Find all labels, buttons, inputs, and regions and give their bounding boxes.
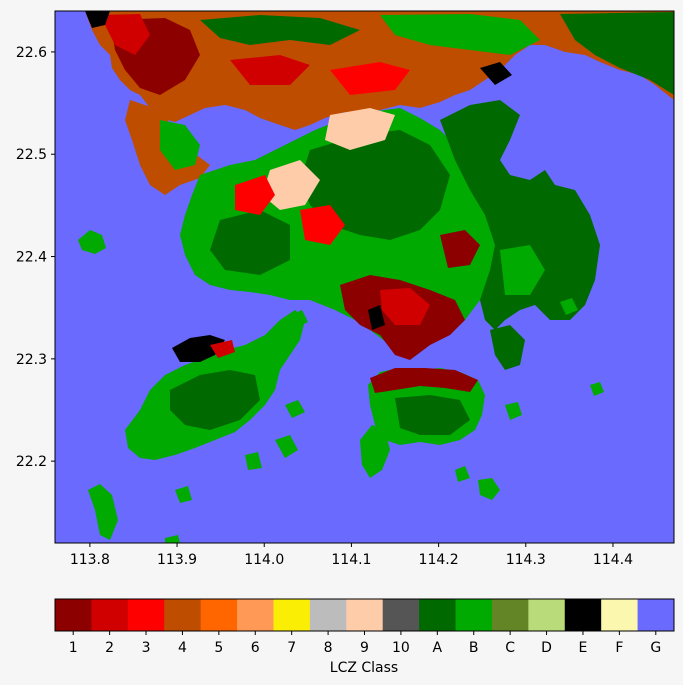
small-island-2 [88, 484, 118, 540]
northern-midrise [330, 62, 410, 95]
y-tick-label: 22.5 [16, 147, 47, 163]
tai-po-red [235, 175, 275, 215]
small-island-8 [175, 486, 192, 503]
lamma-island [360, 425, 390, 478]
lantau-forest [170, 370, 260, 430]
tai-po-red-2 [300, 205, 345, 245]
x-tick-label: 114.4 [593, 552, 633, 568]
colorbar-swatch [55, 599, 92, 631]
colorbar-swatch [419, 599, 457, 631]
y-tick-label: 22.3 [16, 352, 47, 368]
colorbar-swatch [528, 599, 566, 631]
lantau-urban [210, 340, 235, 358]
colorbar: 1 2 3 4 5 6 7 8 9 10 A B C D E F G [54, 598, 675, 656]
colorbar-label: 5 [214, 640, 223, 656]
x-tick-label: 114.3 [506, 552, 546, 568]
colorbar-label: 7 [287, 640, 296, 656]
small-island-5 [560, 298, 578, 315]
northern-compact [100, 14, 150, 55]
plot-frame [54, 10, 675, 544]
central-nt-forest [300, 130, 450, 240]
eastern-nt [440, 100, 600, 330]
colorbar-label: B [469, 640, 479, 656]
colorbar-label: F [615, 640, 623, 656]
hk-island-urban [370, 368, 478, 393]
sand-urban-1 [325, 108, 395, 150]
colorbar-swatch [237, 599, 274, 631]
colorbar-title: LCZ Class [330, 660, 398, 676]
colorbar-label: 10 [392, 640, 410, 656]
small-island-1 [78, 230, 106, 254]
colorbar-swatch [127, 599, 165, 631]
y-tick-label: 22.2 [16, 454, 47, 470]
colorbar-label: G [650, 640, 661, 656]
colorbar-label: A [433, 640, 443, 656]
kowloon-compact [380, 288, 430, 325]
y-axis: 22.6 22.5 22.4 22.3 22.2 [16, 45, 55, 470]
x-tick-label: 113.8 [70, 552, 110, 568]
clear-water-bay [490, 325, 525, 370]
small-island-11 [590, 382, 604, 396]
colorbar-label: 9 [360, 640, 369, 656]
small-island-13 [455, 466, 470, 482]
colorbar-swatch [601, 599, 639, 631]
bare-rock-patch-1 [85, 11, 110, 28]
eastern-nt-shrub [500, 245, 545, 295]
colorbar-label: 2 [105, 640, 114, 656]
colorbar-swatch [164, 599, 202, 631]
western-nt-green [160, 120, 200, 170]
plot-area [55, 11, 674, 543]
colorbar-swatch [564, 599, 602, 631]
y-tick-label: 22.6 [16, 45, 47, 61]
small-island-9 [245, 452, 262, 470]
small-island-7 [275, 435, 298, 458]
small-island-3 [478, 478, 500, 500]
colorbar-swatch [309, 599, 347, 631]
x-axis: 113.8 113.9 114.0 114.1 114.2 114.3 114.4 [70, 543, 633, 568]
small-island-10 [165, 535, 180, 543]
colorbar-swatch [273, 599, 311, 631]
northern-green-2 [380, 14, 540, 55]
colorbar-label: C [505, 640, 515, 656]
colorbar-swatch [200, 599, 238, 631]
bare-rock-patch-2 [480, 62, 512, 85]
kowloon-black [368, 305, 385, 330]
colorbar-label: 4 [178, 640, 187, 656]
colorbar-label: E [579, 640, 588, 656]
y-tick-label: 22.4 [16, 250, 47, 266]
colorbar-frame [54, 598, 675, 632]
airport-black [172, 335, 225, 362]
x-tick-label: 113.9 [157, 552, 197, 568]
colorbar-swatch [382, 599, 420, 631]
small-island-6 [285, 400, 305, 418]
colorbar-swatch [637, 599, 675, 631]
x-tick-label: 114.0 [244, 552, 284, 568]
hk-island-forest [395, 395, 470, 435]
colorbar-swatch [91, 599, 129, 631]
northern-green-3 [560, 12, 674, 95]
colorbar-label: 6 [251, 640, 260, 656]
colorbar-label: 3 [142, 640, 151, 656]
colorbar-label: D [541, 640, 552, 656]
small-island-12 [290, 310, 308, 328]
colorbar-swatch [455, 599, 493, 631]
colorbar-label: 8 [324, 640, 333, 656]
northern-red-1 [230, 55, 310, 85]
eastern-nt-urban [440, 230, 480, 268]
small-island-4 [505, 402, 522, 420]
sand-urban-2 [262, 160, 320, 210]
northern-green-1 [200, 15, 360, 45]
colorbar-swatch [491, 599, 529, 631]
colorbar-swatch [346, 599, 384, 631]
x-tick-label: 114.2 [419, 552, 459, 568]
colorbar-label: 1 [69, 640, 78, 656]
central-nt-forest-2 [210, 210, 290, 275]
x-tick-label: 114.1 [331, 552, 371, 568]
